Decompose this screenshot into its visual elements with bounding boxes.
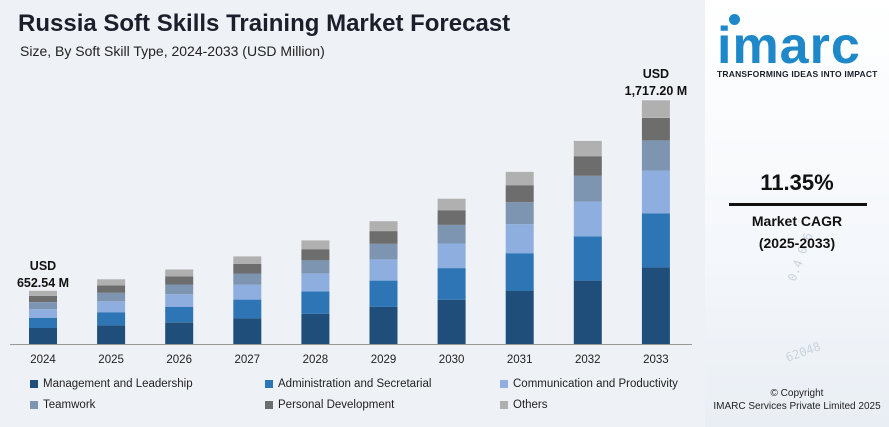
x-tick-label: 2032: [575, 354, 601, 366]
bar-segment: [641, 100, 670, 118]
bar-segment: [165, 269, 194, 277]
total-label-2033-value: 1,717.20 M: [625, 84, 688, 98]
bar-segment: [29, 309, 57, 318]
cagr-label: Market CAGR: [751, 213, 843, 229]
bar-segment: [301, 249, 330, 261]
bar-segment: [437, 299, 466, 344]
stacked-bar-chart: 2024 2025 2026 2027 2028 2029 2030 2031 2032 2033…: [10, 67, 692, 366]
bar-segment: [97, 279, 126, 286]
bar-segment: [369, 259, 398, 281]
chart-panel: Russia Soft Skills Training Market Forec…: [10, 10, 692, 411]
bar-segment: [437, 225, 466, 244]
copyright-line1: © Copyright: [770, 388, 824, 399]
x-tick-label: 2028: [303, 354, 329, 366]
bar-segment: [29, 328, 57, 344]
bar-segment: [233, 299, 262, 319]
bar-segment: [97, 301, 126, 313]
chart-subtitle: Size, By Soft Skill Type, 2024-2033 (USD…: [20, 43, 325, 59]
bar-segment: [29, 302, 57, 310]
bar-segment: [97, 285, 126, 293]
bar-segment: [369, 243, 398, 260]
cagr-period: (2025-2033): [758, 235, 836, 251]
bar-segment: [29, 290, 57, 296]
bar-segment: [641, 267, 670, 344]
bar-segment: [369, 231, 398, 244]
x-tick-label: 2025: [98, 354, 124, 366]
x-tick-label: 2026: [166, 354, 192, 366]
bar-segment: [233, 273, 262, 285]
bar-segment: [573, 175, 602, 202]
bar-segment: [97, 312, 126, 326]
bar-segment: [573, 280, 602, 344]
bar-segment: [29, 318, 57, 328]
sidebar-panel: 0.4 0.6 62048 imarc TRANSFORMING IDEAS I…: [705, 0, 889, 427]
bar-segment: [165, 276, 194, 285]
bar-segment: [437, 198, 466, 211]
logo-tagline: TRANSFORMING IDEAS INTO IMPACT: [717, 69, 878, 79]
bar-segment: [505, 253, 534, 291]
x-tick-label: 2024: [30, 354, 56, 366]
bar-segment: [437, 243, 466, 269]
total-label-2024-value: 652.54 M: [17, 276, 69, 290]
bar-segment: [641, 170, 670, 214]
bar-segment: [437, 210, 466, 225]
x-tick-label: 2030: [439, 354, 465, 366]
decorative-numbers: 62048: [783, 339, 823, 365]
bar-segment: [301, 273, 330, 292]
x-tick-label: 2033: [643, 354, 669, 366]
total-label-2033-currency: USD: [643, 67, 669, 81]
total-label-2024-currency: USD: [30, 259, 56, 273]
bar-segment: [573, 140, 602, 157]
bar-segment: [573, 156, 602, 176]
bar-segment: [97, 292, 126, 302]
bar-segment: [301, 240, 330, 250]
bar-segment: [505, 290, 534, 344]
bar-segment: [233, 318, 262, 344]
bar-segment: [505, 185, 534, 203]
bar-segment: [505, 171, 534, 186]
x-tick-label: 2031: [507, 354, 533, 366]
bar-segment: [97, 325, 126, 344]
cagr-divider: [729, 203, 867, 206]
bar-segment: [369, 280, 398, 307]
bar-segment: [641, 117, 670, 141]
bar-segment: [165, 284, 194, 295]
bar-segment: [573, 201, 602, 237]
bar-segment: [233, 284, 262, 300]
copyright-line2: IMARC Services Private Limited 2025: [713, 401, 881, 412]
cagr-value: 11.35%: [760, 170, 834, 195]
bar-segment: [641, 213, 670, 268]
bar-segment: [233, 256, 262, 264]
bar-segment: [165, 322, 194, 344]
bar-segment: [165, 306, 194, 323]
bar-segment: [165, 294, 194, 307]
bar-segment: [301, 313, 330, 344]
logo-dot-icon: [729, 14, 740, 25]
bar-segment: [301, 260, 330, 274]
x-tick-label: 2029: [371, 354, 397, 366]
bar-segment: [505, 202, 534, 225]
bar-segment: [301, 291, 330, 314]
bar-segment: [29, 295, 57, 302]
bar-segment: [369, 221, 398, 232]
bar-segment: [369, 306, 398, 344]
bar-segment: [505, 224, 534, 254]
imarc-logo: imarc: [717, 17, 861, 75]
bar-segment: [573, 236, 602, 281]
bar-segment: [233, 264, 262, 274]
bar-segment: [437, 268, 466, 300]
x-tick-label: 2027: [235, 354, 261, 366]
bar-segment: [641, 140, 670, 171]
chart-title: Russia Soft Skills Training Market Forec…: [18, 10, 511, 37]
